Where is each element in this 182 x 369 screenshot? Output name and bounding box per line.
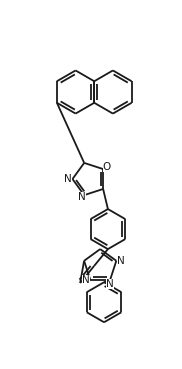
Text: N: N — [64, 174, 72, 184]
Text: N: N — [117, 256, 125, 266]
Text: N: N — [82, 275, 90, 285]
Text: N: N — [78, 193, 86, 203]
Text: O: O — [103, 162, 111, 172]
Text: N: N — [106, 279, 114, 289]
